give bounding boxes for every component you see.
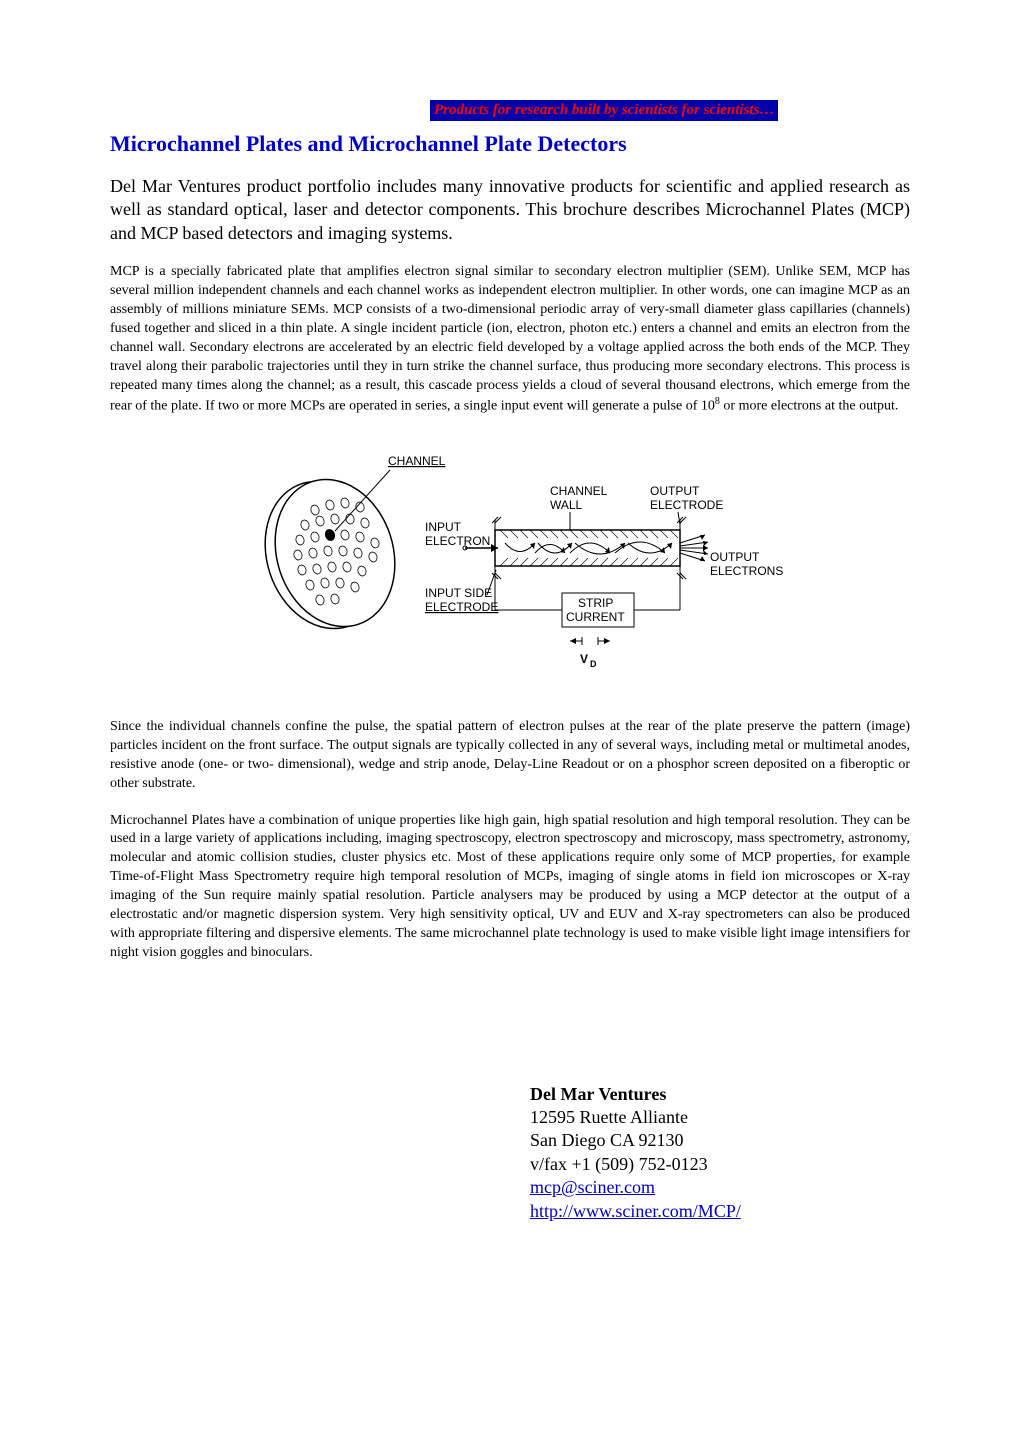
p1-text-a: MCP is a specially fabricated plate that… [110,264,910,414]
label-strip-current-1: STRIP [578,596,613,610]
label-channel: CHANNEL [388,454,446,468]
label-input-electron-1: INPUT [425,520,462,534]
diagram-container: CHANNEL [110,435,910,700]
label-input-side-electrode-2: ELECTRODE [425,600,498,614]
banner: Products for research built by scientist… [430,100,778,121]
intro-paragraph: Del Mar Ventures product portfolio inclu… [110,175,910,245]
label-vd: V [580,652,588,666]
channel-tube-icon [463,517,708,579]
label-input-side-electrode-1: INPUT SIDE [425,586,492,600]
label-input-electron-2: ELECTRON [425,534,490,548]
p1-text-b: or more electrons at the output. [720,399,898,414]
mcp-plate-icon [247,464,414,645]
contact-address1: 12595 Ruette Alliante [530,1106,910,1129]
label-output-electrode-2: ELECTRODE [650,498,723,512]
contact-block: Del Mar Ventures 12595 Ruette Alliante S… [530,1083,910,1223]
contact-company: Del Mar Ventures [530,1083,910,1106]
label-vd-sub: D [590,659,597,669]
contact-url-link[interactable]: http://www.sciner.com/MCP/ [530,1201,741,1221]
mcp-diagram: CHANNEL [230,435,790,700]
page-title: Microchannel Plates and Microchannel Pla… [110,131,910,157]
contact-phone: v/fax +1 (509) 752-0123 [530,1153,910,1176]
label-strip-current-2: CURRENT [566,610,625,624]
label-output-electrons-2: ELECTRONS [710,564,783,578]
paragraph-3: Microchannel Plates have a combination o… [110,812,910,963]
contact-address2: San Diego CA 92130 [530,1129,910,1152]
label-output-electrons-1: OUTPUT [710,550,760,564]
paragraph-2: Since the individual channels confine th… [110,718,910,794]
paragraph-1: MCP is a specially fabricated plate that… [110,263,910,417]
contact-email-link[interactable]: mcp@sciner.com [530,1177,655,1197]
label-channel-wall-1: CHANNEL [550,484,608,498]
label-output-electrode-1: OUTPUT [650,484,700,498]
label-channel-wall-2: WALL [550,498,583,512]
